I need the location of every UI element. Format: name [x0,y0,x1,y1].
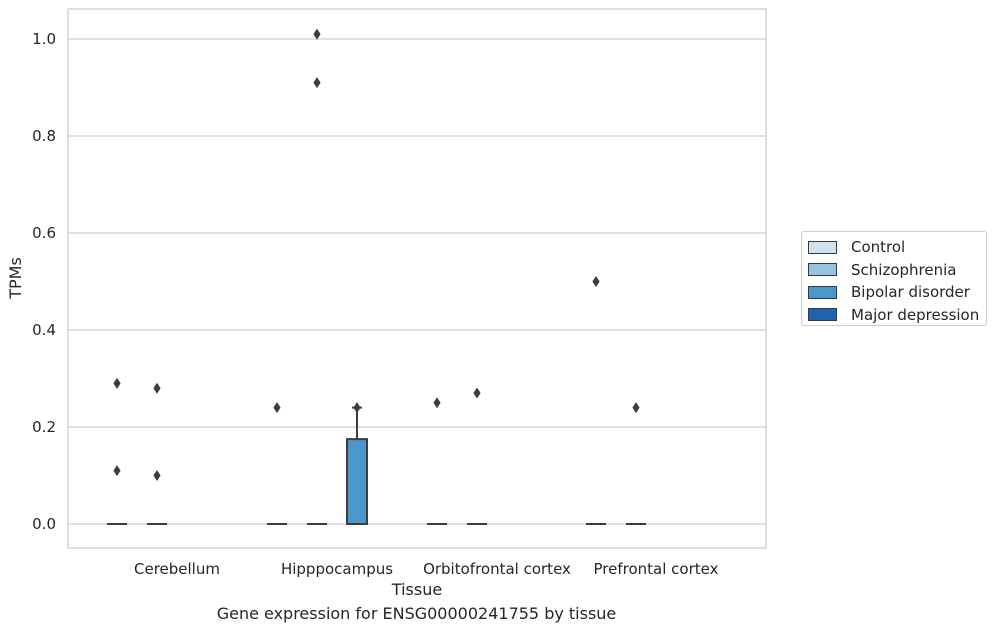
legend-label-schizophrenia: Schizophrenia [851,260,957,279]
outlier-point [353,402,361,414]
chart-caption: Gene expression for ENSG00000241755 by t… [216,604,617,623]
x-tick-label: Cerebellum [134,560,220,578]
outlier-point [153,470,161,481]
y-tick-label: 1.0 [32,30,56,48]
outlier-point [313,28,321,40]
boxes [107,406,646,525]
outlier-point [592,276,600,287]
legend-item: Schizophrenia [808,259,986,282]
legend-swatch-schizophrenia [808,263,837,277]
x-tick-label: Orbitofrontal cortex [423,560,571,578]
y-tick-label: 0.2 [32,418,56,436]
outlier-point [273,402,281,414]
y-tick-label: 0.6 [32,224,56,242]
legend-item: Bipolar disorder [808,281,986,304]
outliers [113,28,640,481]
outlier-point [473,387,481,399]
legend-label-control: Control [851,238,906,257]
x-tick-label: Prefrontal cortex [594,560,719,578]
gridlines [68,38,766,525]
legend-swatch-bipolar-disorder [808,285,837,299]
outlier-point [113,465,121,477]
box [346,438,368,525]
legend-label-major-depression: Major depression [851,305,980,324]
y-axis-title: TPMs [6,257,25,300]
y-tick-label: 0.8 [32,127,56,145]
plot-frame [67,8,767,549]
legend-swatch-major-depression [808,308,837,322]
y-tick-label: 0.0 [32,515,56,533]
x-tick-label: Hipppocampus [281,560,393,578]
outlier-point [632,402,640,414]
y-tick-label: 0.4 [32,321,56,339]
x-tick-labels: Cerebellum Hipppocampus Orbitofrontal cort… [134,560,719,578]
outlier-point [113,377,121,389]
legend: Control Schizophrenia Bipolar disorder M… [801,231,987,326]
legend-item: Control [808,236,986,259]
outlier-point [433,397,441,409]
outlier-point [153,382,161,394]
legend-swatch-control [808,240,837,254]
legend-item: Major depression [808,304,986,327]
x-axis-title: Tissue [391,580,442,599]
outlier-point [313,77,321,89]
legend-label-bipolar-disorder: Bipolar disorder [851,283,970,302]
y-tick-labels: 0.0 0.2 0.4 0.6 0.8 1.0 [32,30,56,533]
